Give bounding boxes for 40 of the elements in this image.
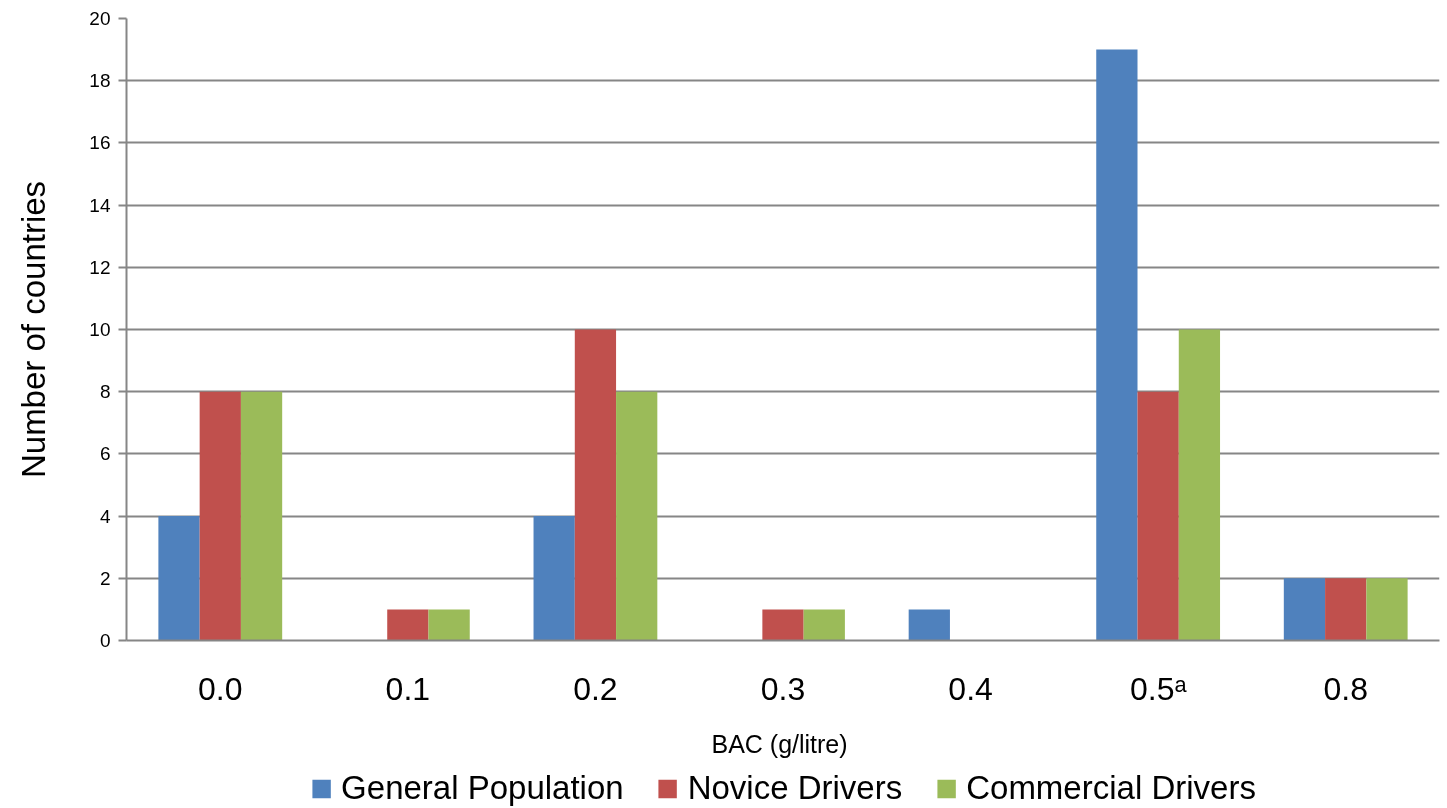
bar <box>1096 49 1138 641</box>
legend-label: Commercial Drivers <box>966 769 1256 807</box>
x-tick-label: 0.4 <box>948 670 993 707</box>
x-tick-label: 0.2 <box>573 670 618 707</box>
bar <box>1325 578 1367 641</box>
bar <box>1283 578 1326 641</box>
y-tick-label: 2 <box>99 567 111 589</box>
bar <box>533 516 575 641</box>
y-tick-label: 10 <box>89 319 111 340</box>
bar <box>387 609 429 641</box>
legend-label: General Population <box>341 769 624 807</box>
bar <box>1178 329 1221 641</box>
x-tick-label: 0.5ᵃ <box>1129 670 1188 707</box>
y-tick-label: 0 <box>99 630 111 651</box>
bar <box>803 609 845 641</box>
bar <box>574 329 617 641</box>
x-tick-label: 0.1 <box>385 670 431 707</box>
legend-label: Novice Drivers <box>687 769 903 807</box>
bar <box>240 391 283 641</box>
y-tick-label: 14 <box>89 194 111 216</box>
bar <box>158 516 200 641</box>
bar <box>199 391 241 641</box>
bar <box>1137 391 1179 641</box>
y-tick-label: 16 <box>89 132 111 154</box>
y-tick-label: 12 <box>89 256 111 278</box>
x-tick-label: 0.3 <box>760 670 806 707</box>
bar <box>1366 578 1408 641</box>
x-tick-label: 0.0 <box>198 670 243 707</box>
y-tick-label: 6 <box>99 443 111 465</box>
x-axis-title: BAC (g/litre) <box>711 729 848 758</box>
bar <box>428 609 470 641</box>
bar <box>616 391 658 641</box>
y-tick-label: 4 <box>99 505 111 527</box>
bar <box>908 609 950 641</box>
y-axis-title: Number of countries <box>15 180 53 479</box>
bar <box>762 609 804 641</box>
y-tick-label: 18 <box>89 70 111 92</box>
y-tick-label: 8 <box>99 381 111 403</box>
y-tick-label: 20 <box>89 8 111 29</box>
x-tick-label: 0.8 <box>1323 670 1368 707</box>
